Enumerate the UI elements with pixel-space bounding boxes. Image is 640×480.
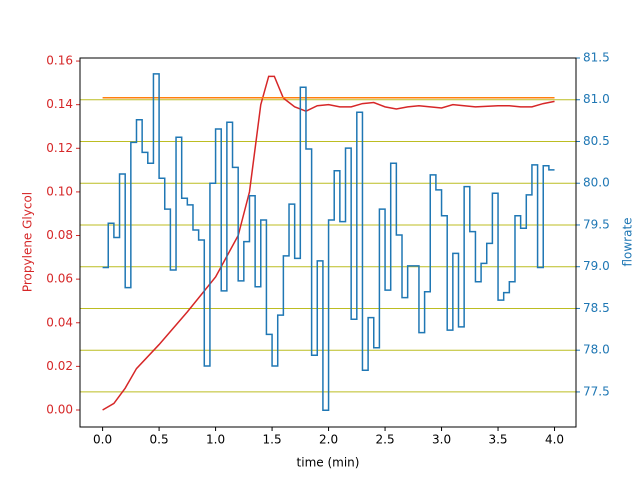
y-tick-label: 0.14 <box>46 97 73 111</box>
x-tick-label: 2.5 <box>376 433 395 447</box>
y-tick-label: 0.04 <box>46 315 73 329</box>
y2-axis-label: flowrate <box>621 217 635 266</box>
y-axis-label: Propylene Glycol <box>21 192 35 292</box>
y2-tick-label: 81.5 <box>583 51 610 65</box>
x-tick-label: 1.5 <box>263 433 282 447</box>
y-tick-label: 0.06 <box>46 272 73 286</box>
y-tick-label: 0.10 <box>46 184 73 198</box>
y-tick-label: 0.08 <box>46 228 73 242</box>
y2-tick-label: 79.5 <box>583 217 610 231</box>
y-tick-label: 0.02 <box>46 359 73 373</box>
x-tick-label: 4.0 <box>545 433 564 447</box>
plot-frame <box>79 57 577 428</box>
y2-tick-label: 80.0 <box>583 176 610 190</box>
y-tick-label: 0.16 <box>46 54 73 68</box>
y-tick-label: 0.00 <box>46 402 73 416</box>
y2-tick-label: 78.5 <box>583 301 610 315</box>
x-tick-label: 1.0 <box>206 433 225 447</box>
y2-tick-label: 80.5 <box>583 134 610 148</box>
x-axis-label: time (min) <box>297 456 360 470</box>
y2-tick-label: 77.5 <box>583 384 610 398</box>
y-tick-label: 0.12 <box>46 141 73 155</box>
series-line <box>102 73 555 412</box>
y2-tick-label: 81.0 <box>583 92 610 106</box>
x-tick-label: 3.5 <box>488 433 507 447</box>
x-tick-label: 2.0 <box>319 433 338 447</box>
y2-tick-label: 79.0 <box>583 259 610 273</box>
x-tick-label: 3.0 <box>432 433 451 447</box>
series-line <box>102 75 555 411</box>
x-tick-label: 0.0 <box>93 433 112 447</box>
y2-tick-label: 78.0 <box>583 343 610 357</box>
x-tick-label: 0.5 <box>150 433 169 447</box>
